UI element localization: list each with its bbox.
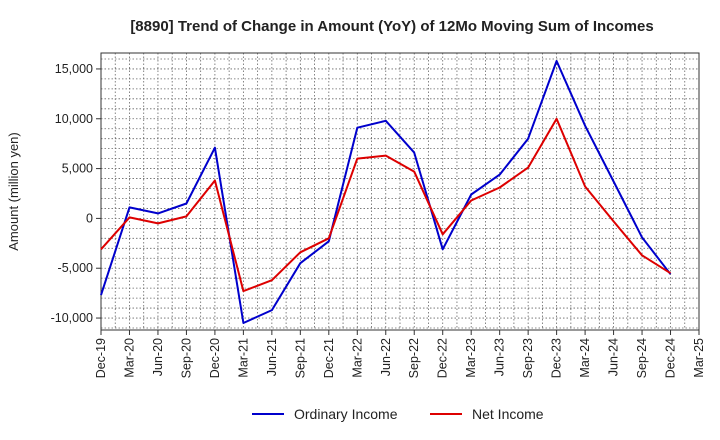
y-axis-label: Amount (million yen) (6, 132, 21, 251)
x-tick-label: Sep-20 (179, 338, 193, 378)
y-tick-label: -5,000 (58, 261, 93, 275)
x-tick-label: Sep-23 (521, 338, 535, 378)
series (100, 60, 672, 324)
x-tick-label: Jun-20 (151, 338, 165, 376)
x-tick-label: Mar-21 (236, 338, 250, 378)
y-tick-label: 15,000 (55, 62, 93, 76)
x-tick-label: Dec-24 (664, 338, 678, 378)
x-tick-label: Sep-24 (635, 338, 649, 378)
plot-area (100, 52, 700, 331)
x-tick-label: Dec-22 (436, 338, 450, 378)
y-tick-label: 5,000 (62, 162, 93, 176)
x-tick-label: Jun-24 (607, 338, 621, 376)
legend-label: Ordinary Income (294, 406, 398, 422)
x-tick-label: Dec-21 (322, 338, 336, 378)
legend-label: Net Income (472, 406, 544, 422)
x-tick-label: Jun-22 (379, 338, 393, 376)
y-tick-label: 0 (86, 211, 93, 225)
gridlines (100, 53, 700, 330)
x-tick-label: Sep-21 (293, 338, 307, 378)
x-tick-label: Dec-20 (208, 338, 222, 378)
x-tick-label: Sep-22 (407, 338, 421, 378)
series-line-ordinary-income (100, 60, 672, 324)
x-tick-label: Mar-24 (578, 338, 592, 378)
x-tick-label: Jun-21 (265, 338, 279, 376)
series-line-net-income (100, 117, 672, 293)
x-tick-label: Dec-23 (550, 338, 564, 378)
y-tick-label: -10,000 (51, 311, 93, 325)
x-tick-label: Mar-25 (692, 338, 706, 378)
chart-title: [8890] Trend of Change in Amount (YoY) o… (130, 18, 653, 35)
x-tick-label: Mar-22 (350, 338, 364, 378)
y-tick-label: 10,000 (55, 112, 93, 126)
y-axis: -10,000 -5,000 0 5,000 10,000 15,000 (51, 62, 101, 325)
x-tick-label: Mar-23 (464, 338, 478, 378)
x-tick-label: Jun-23 (493, 338, 507, 376)
x-axis: Dec-19 Mar-20 Jun-20 Sep-20 Dec-20 Mar-21 Jun-… (94, 330, 706, 378)
x-tick-label: Dec-19 (94, 338, 108, 378)
legend: Ordinary Income Net Income (252, 406, 544, 422)
x-tick-label: Mar-20 (122, 338, 136, 378)
